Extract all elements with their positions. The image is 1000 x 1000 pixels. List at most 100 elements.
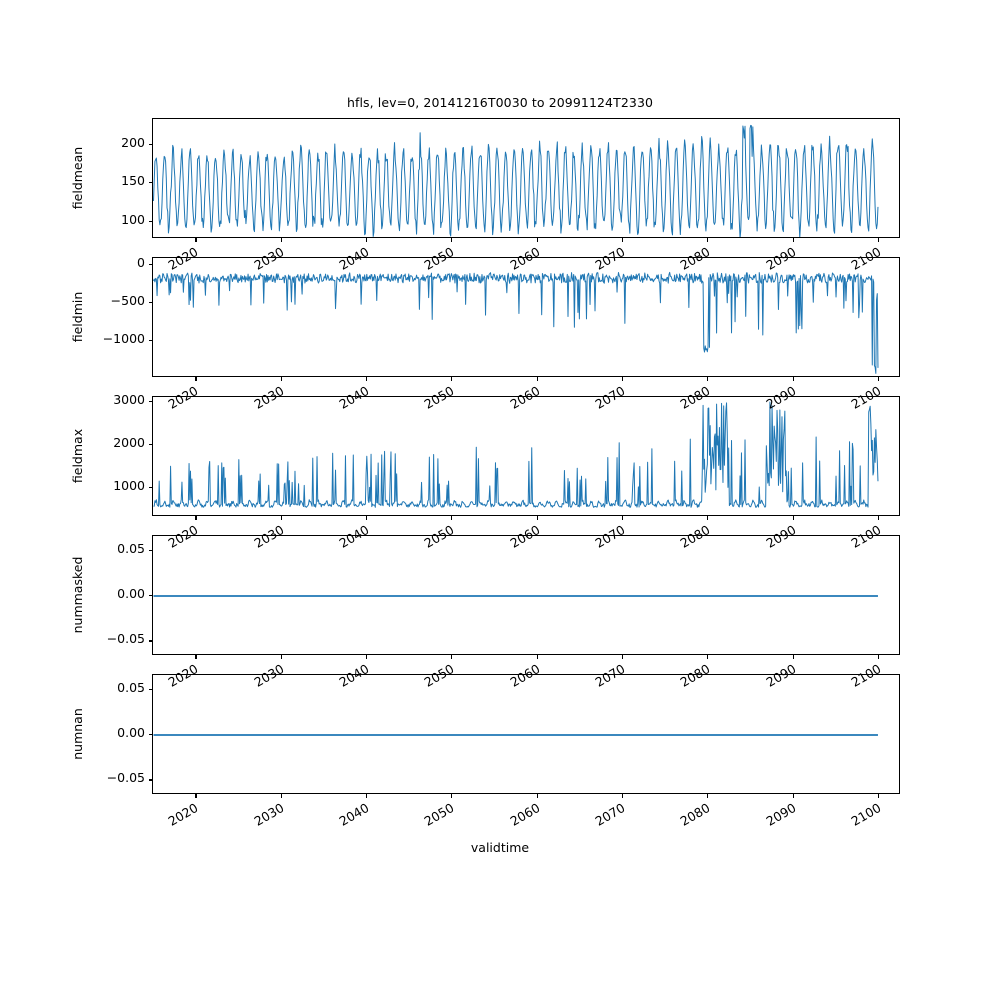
series-line-fieldmin (153, 271, 879, 374)
subplot-nummasked (152, 535, 900, 655)
ytick-label-nummasked-1: 0.00 (117, 586, 145, 601)
xtick-mark-fieldmin-4 (536, 377, 538, 381)
xtick-mark-nummasked-1 (280, 655, 282, 659)
ylabel-fieldmax: fieldmax (70, 428, 85, 484)
xtick-label-numnan-1: 2030 (251, 800, 287, 829)
xtick-mark-fieldmin-5 (621, 377, 624, 381)
ytick-mark-fieldmax-2 (148, 401, 152, 403)
xtick-mark-fieldmax-8 (877, 516, 879, 520)
ytick-mark-fieldmin-1 (148, 302, 152, 304)
subplot-fieldmean (152, 118, 900, 238)
xtick-label-numnan-4: 2060 (507, 800, 543, 829)
ytick-mark-fieldmin-2 (148, 339, 152, 341)
xtick-mark-numnan-5 (621, 794, 624, 798)
xtick-label-numnan-3: 2050 (421, 800, 457, 829)
xtick-label-numnan-5: 2070 (592, 800, 628, 829)
ytick-mark-numnan-0 (148, 779, 152, 781)
ytick-label-fieldmean-1: 150 (121, 173, 145, 189)
xtick-mark-fieldmean-4 (536, 238, 538, 242)
xtick-mark-fieldmax-4 (536, 516, 538, 520)
xtick-label-numnan-8: 2100 (848, 800, 884, 829)
ytick-label-fieldmin-2: −1000 (102, 330, 145, 346)
ytick-mark-nummasked-2 (148, 549, 152, 551)
xtick-mark-fieldmax-0 (195, 516, 197, 520)
xtick-mark-fieldmean-7 (792, 238, 794, 242)
xtick-mark-fieldmax-1 (280, 516, 282, 520)
xtick-mark-numnan-1 (280, 794, 282, 798)
xtick-mark-fieldmax-7 (792, 516, 794, 520)
ytick-mark-nummasked-1 (148, 595, 152, 597)
xtick-mark-fieldmax-3 (451, 516, 453, 520)
xtick-mark-numnan-0 (195, 794, 197, 798)
ytick-mark-fieldmax-0 (148, 487, 152, 489)
series-line-fieldmean (153, 124, 879, 237)
ytick-label-numnan-2: 0.05 (117, 679, 145, 695)
xlabel: validtime (470, 840, 530, 855)
ytick-label-nummasked-0: −0.05 (106, 631, 145, 647)
ylabel-fieldmin: fieldmin (70, 291, 85, 343)
xtick-mark-nummasked-8 (877, 655, 879, 659)
ytick-label-fieldmean-2: 200 (121, 134, 145, 150)
xtick-mark-fieldmean-2 (366, 238, 368, 242)
plot-area-fieldmax (153, 401, 879, 508)
xtick-mark-nummasked-3 (451, 655, 453, 659)
figure-title: hfls, lev=0, 20141216T0030 to 20991124T2… (346, 95, 654, 110)
plot-area-numnan (153, 734, 879, 736)
ytick-label-fieldmean-0: 100 (121, 211, 145, 227)
ylabel-fieldmean: fieldmean (70, 146, 85, 210)
xtick-mark-fieldmean-8 (877, 238, 879, 242)
xtick-mark-fieldmean-5 (621, 238, 624, 242)
xtick-mark-fieldmin-2 (366, 377, 368, 381)
xtick-mark-fieldmin-1 (280, 377, 282, 381)
xtick-mark-nummasked-2 (366, 655, 368, 659)
ytick-label-fieldmax-0: 1000 (113, 478, 145, 494)
xtick-label-numnan-2: 2040 (336, 800, 372, 829)
ytick-label-fieldmin-1: −500 (110, 293, 145, 309)
series-line-fieldmax (153, 401, 879, 508)
xtick-mark-fieldmin-6 (707, 377, 709, 381)
xtick-mark-nummasked-5 (621, 655, 624, 659)
ytick-label-fieldmin-0: 0 (137, 255, 145, 271)
xtick-mark-numnan-7 (792, 794, 794, 798)
xtick-mark-numnan-6 (707, 794, 709, 798)
xtick-mark-fieldmax-2 (366, 516, 368, 520)
xtick-label-numnan-6: 2080 (677, 800, 713, 829)
xtick-mark-numnan-8 (877, 794, 879, 798)
xtick-mark-fieldmean-3 (451, 238, 453, 242)
xtick-mark-nummasked-7 (792, 655, 794, 659)
xtick-mark-numnan-2 (366, 794, 368, 798)
ytick-label-numnan-1: 0.00 (117, 725, 145, 740)
ytick-label-fieldmax-2: 3000 (113, 392, 145, 408)
xtick-mark-fieldmin-3 (451, 377, 453, 381)
ytick-label-fieldmax-1: 2000 (113, 435, 145, 451)
xtick-mark-fieldmin-8 (877, 377, 879, 381)
xtick-mark-fieldmin-7 (792, 377, 794, 381)
xtick-mark-nummasked-4 (536, 655, 538, 659)
plot-area-nummasked (153, 595, 879, 597)
xtick-label-numnan-7: 2090 (762, 800, 799, 829)
xtick-mark-nummasked-0 (195, 655, 197, 659)
ytick-mark-fieldmean-2 (148, 143, 152, 145)
subplot-numnan (152, 674, 900, 794)
ytick-label-numnan-0: −0.05 (106, 770, 145, 786)
plot-area-fieldmean (153, 124, 879, 237)
ytick-mark-nummasked-0 (148, 640, 152, 642)
xtick-mark-numnan-3 (451, 794, 453, 798)
plot-area-fieldmin (153, 271, 879, 374)
xtick-mark-fieldmean-1 (280, 238, 282, 242)
ylabel-nummasked: nummasked (70, 556, 85, 634)
xtick-mark-fieldmax-5 (621, 516, 624, 520)
ytick-mark-numnan-2 (148, 688, 152, 690)
xtick-label-numnan-0: 2020 (165, 800, 201, 829)
ytick-mark-fieldmean-0 (148, 220, 152, 223)
xtick-mark-fieldmean-0 (195, 238, 197, 242)
subplot-fieldmin (152, 257, 900, 377)
xtick-mark-nummasked-6 (707, 655, 709, 659)
subplot-fieldmax (152, 396, 900, 516)
ytick-mark-fieldmean-1 (148, 182, 152, 184)
xtick-mark-fieldmax-6 (707, 516, 709, 520)
ytick-mark-fieldmin-0 (148, 264, 152, 266)
ytick-label-nummasked-2: 0.05 (117, 540, 145, 556)
ytick-mark-fieldmax-1 (148, 444, 152, 446)
